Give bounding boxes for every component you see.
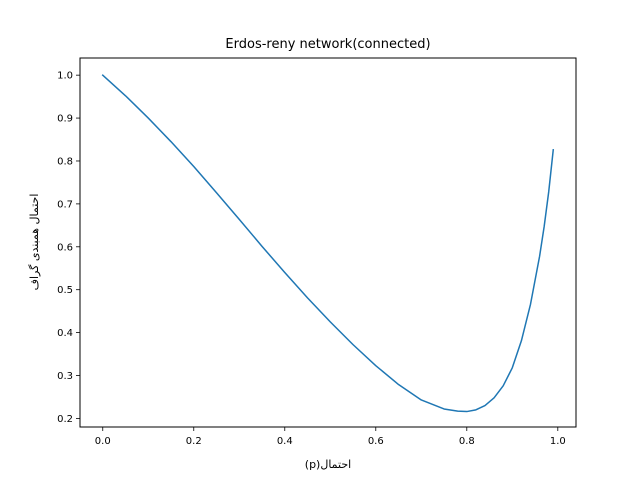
x-tick-label: 0.2 bbox=[186, 436, 202, 447]
x-tick-label: 0.4 bbox=[277, 436, 293, 447]
y-tick-label: 0.7 bbox=[57, 199, 73, 210]
y-tick-label: 0.9 bbox=[57, 114, 73, 125]
y-axis-label: احتمال همبندی گراف bbox=[28, 194, 41, 291]
series-line-0 bbox=[101, 74, 555, 413]
y-tick-label: 0.2 bbox=[57, 414, 73, 425]
y-tick-label: 0.6 bbox=[57, 242, 73, 253]
x-tick-label: 1.0 bbox=[550, 436, 566, 447]
axes-frame bbox=[79, 57, 577, 428]
x-tick-label: 0.8 bbox=[459, 436, 475, 447]
x-tick-label: 0.6 bbox=[368, 436, 384, 447]
y-tick-label: 0.8 bbox=[57, 156, 73, 167]
y-tick-label: 0.5 bbox=[57, 285, 73, 296]
y-tick-label: 0.3 bbox=[57, 371, 73, 382]
x-tick-label: 0.0 bbox=[95, 436, 111, 447]
axis-ticks: 0.0 0.2 0.4 0.6 0.8 1.0 0.2 0.3 0.4 0.5 0.6 0.7 0.8 0… bbox=[57, 71, 566, 447]
y-tick-label: 1.0 bbox=[57, 71, 73, 82]
plot-area bbox=[101, 74, 555, 413]
chart-title: Erdos-reny network(connected) bbox=[225, 37, 430, 52]
x-axis-label: احتمال(p) bbox=[305, 458, 351, 471]
y-tick-label: 0.4 bbox=[57, 328, 73, 339]
